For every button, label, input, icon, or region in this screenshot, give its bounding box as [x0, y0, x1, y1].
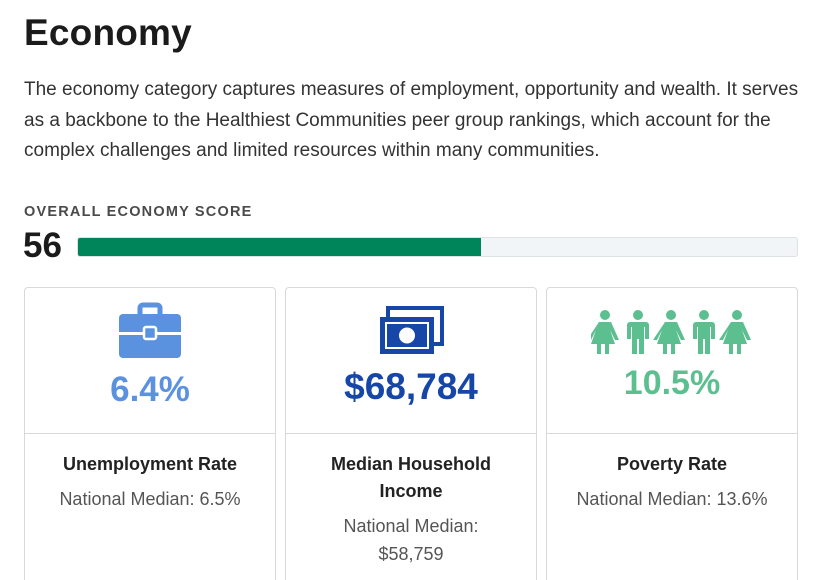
income-label: Median Household Income: [330, 454, 491, 501]
cash-icon: [286, 306, 536, 356]
unemployment-value: 6.4%: [110, 370, 190, 409]
unemployment-national-median: National Median: 6.5%: [59, 489, 241, 509]
page-title: Economy: [24, 12, 192, 53]
income-value: $68,784: [344, 366, 478, 407]
poverty-value: 10.5%: [623, 364, 721, 402]
unemployment-label: Unemployment Rate: [62, 454, 238, 474]
score-bar-track: [77, 237, 798, 257]
people-icon: [547, 310, 797, 354]
card-top: 6.4%: [25, 288, 275, 434]
poverty-card: 10.5% Poverty Rate National Median: 13.6…: [546, 287, 798, 580]
score-value: 56: [23, 226, 62, 265]
income-national-median: National Median: $58,759: [343, 516, 479, 564]
income-card: $68,784 Median Household Income National…: [285, 287, 537, 580]
score-label: OVERALL ECONOMY SCORE: [24, 204, 253, 220]
poverty-national-median: National Median: 13.6%: [576, 489, 768, 509]
unemployment-card: 6.4% Unemployment Rate National Median: …: [24, 287, 276, 580]
category-description: The economy category captures measures o…: [24, 79, 799, 161]
card-top: $68,784: [286, 288, 536, 434]
briefcase-icon: [25, 302, 275, 360]
card-top: 10.5%: [547, 288, 797, 434]
score-bar-fill: [78, 238, 481, 256]
poverty-label: Poverty Rate: [616, 454, 728, 474]
